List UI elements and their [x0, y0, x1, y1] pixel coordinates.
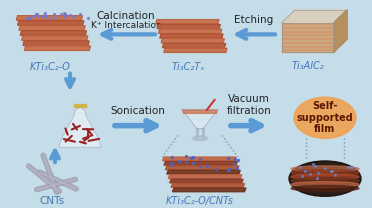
Polygon shape — [183, 110, 217, 113]
Polygon shape — [282, 23, 334, 52]
Polygon shape — [334, 10, 347, 52]
Polygon shape — [16, 16, 83, 20]
Ellipse shape — [291, 166, 359, 172]
Polygon shape — [157, 24, 220, 28]
Polygon shape — [167, 170, 240, 174]
Polygon shape — [156, 20, 219, 24]
Polygon shape — [282, 10, 347, 23]
Text: CNTs: CNTs — [39, 196, 65, 206]
Polygon shape — [182, 109, 218, 129]
Text: Ti₃AlC₂: Ti₃AlC₂ — [292, 61, 324, 71]
Polygon shape — [161, 39, 224, 43]
Ellipse shape — [291, 186, 359, 191]
Polygon shape — [22, 36, 88, 40]
Text: Ti₃C₂Tₓ: Ti₃C₂Tₓ — [171, 62, 205, 72]
Polygon shape — [173, 188, 246, 192]
Polygon shape — [20, 31, 87, 35]
Text: Vacuum
filtration: Vacuum filtration — [227, 94, 272, 116]
Text: KTi₃C₂-O/CNTs: KTi₃C₂-O/CNTs — [166, 196, 234, 206]
Text: Self-
supported
film: Self- supported film — [296, 101, 353, 134]
Polygon shape — [19, 26, 85, 30]
Polygon shape — [23, 41, 89, 45]
Polygon shape — [164, 161, 237, 165]
Ellipse shape — [291, 170, 359, 176]
Ellipse shape — [289, 161, 361, 196]
Polygon shape — [24, 46, 90, 50]
Polygon shape — [171, 183, 244, 187]
Polygon shape — [168, 175, 242, 178]
Text: KTi₃C₂-O: KTi₃C₂-O — [30, 62, 70, 72]
Polygon shape — [170, 179, 243, 183]
Polygon shape — [59, 107, 101, 147]
Ellipse shape — [291, 178, 359, 183]
Ellipse shape — [294, 97, 356, 138]
Text: K⁺ Intercalation: K⁺ Intercalation — [91, 21, 161, 30]
Polygon shape — [164, 48, 227, 52]
Ellipse shape — [291, 174, 359, 180]
Text: Calcination: Calcination — [97, 11, 155, 21]
Polygon shape — [163, 157, 236, 161]
Ellipse shape — [193, 136, 207, 141]
Polygon shape — [17, 21, 84, 25]
Polygon shape — [158, 29, 222, 33]
Text: Sonication: Sonication — [110, 106, 166, 116]
Ellipse shape — [291, 182, 359, 187]
Polygon shape — [166, 166, 239, 170]
Polygon shape — [163, 43, 226, 48]
Polygon shape — [160, 34, 223, 38]
Polygon shape — [74, 104, 86, 107]
Text: Etching: Etching — [234, 15, 274, 25]
